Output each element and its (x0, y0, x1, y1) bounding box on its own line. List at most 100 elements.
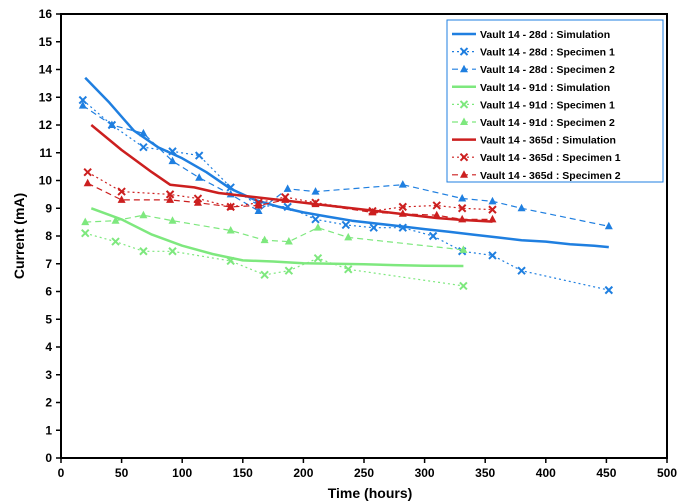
data-point (78, 95, 88, 105)
y-axis-title: Current (mA) (11, 193, 27, 279)
legend-marker (459, 100, 469, 109)
data-point (139, 128, 148, 137)
data-point (81, 217, 90, 226)
data-point (458, 194, 467, 202)
data-point (139, 210, 148, 219)
legend-item: Vault 14 - 28d : Specimen 2 (452, 64, 615, 76)
data-point (284, 237, 293, 245)
data-point (517, 203, 526, 212)
marker-stroke (398, 202, 407, 212)
marker-stroke (517, 266, 526, 275)
legend-marker (459, 152, 469, 162)
data-point (117, 187, 126, 196)
data-point (168, 216, 177, 224)
marker-stroke (81, 229, 90, 238)
data-point (226, 183, 235, 192)
marker-stroke (428, 231, 438, 241)
data-point (260, 270, 269, 280)
legend-item: Vault 14 - 365d : Simulation (452, 135, 616, 147)
legend-marker (460, 64, 468, 73)
legend-item: Vault 14 - 91d : Specimen 2 (452, 117, 615, 129)
data-point (432, 201, 441, 210)
data-point (193, 198, 202, 206)
data-point (488, 214, 497, 223)
x-axis: 0 50 100 150 200 250 300 350 400 450 500 (58, 458, 677, 480)
marker-stroke (83, 167, 92, 177)
data-point (168, 156, 177, 165)
data-point (368, 207, 377, 216)
y-tick-label: 2 (45, 396, 52, 410)
legend-marker (460, 117, 468, 125)
series-line (85, 232, 464, 287)
x-tick-label: 200 (293, 466, 313, 480)
data-point (459, 281, 468, 291)
marker-stroke (459, 47, 469, 56)
y-tick-label: 7 (45, 257, 52, 271)
data-point (369, 223, 378, 232)
x-tick-label: 300 (415, 466, 435, 480)
x-tick-label: 50 (115, 466, 129, 480)
y-tick-label: 13 (39, 90, 53, 104)
data-point (226, 225, 235, 234)
marker-stroke (432, 201, 441, 210)
marker-stroke (168, 147, 177, 156)
marker-stroke (457, 204, 467, 213)
marker-stroke (139, 142, 148, 152)
data-point (168, 247, 177, 256)
marker-stroke (369, 223, 378, 232)
y-tick-label: 3 (45, 368, 52, 382)
x-tick-label: 500 (657, 466, 677, 480)
data-point (139, 142, 148, 152)
legend-marker (459, 47, 469, 56)
x-tick-label: 150 (233, 466, 253, 480)
data-point (398, 180, 407, 188)
marker-stroke (488, 251, 497, 260)
legend-item: Vault 14 - 28d : Simulation (452, 29, 610, 41)
marker-stroke (168, 247, 177, 256)
x-tick-label: 400 (536, 466, 556, 480)
y-tick-label: 6 (45, 285, 52, 299)
legend-label: Vault 14 - 28d : Simulation (480, 29, 610, 41)
data-point (432, 210, 441, 219)
data-point (311, 187, 320, 195)
y-tick-label: 4 (45, 340, 52, 354)
legend-item: Vault 14 - 365d : Specimen 2 (452, 170, 621, 182)
marker-stroke (459, 281, 468, 291)
marker-stroke (226, 183, 235, 192)
legend-item: Vault 14 - 91d : Specimen 1 (452, 99, 615, 111)
x-axis-title: Time (hours) (328, 485, 413, 501)
data-point (458, 214, 467, 223)
data-point (78, 101, 87, 109)
series-3 (90, 207, 464, 268)
data-point (226, 202, 235, 210)
data-point (283, 184, 292, 192)
marker-stroke (139, 247, 148, 256)
legend-label: Vault 14 - 365d : Specimen 1 (480, 152, 621, 164)
legend: Vault 14 - 28d : Simulation Vault 14 - 28… (446, 19, 664, 183)
series-7 (83, 167, 497, 216)
marker-stroke (78, 95, 88, 105)
marker-stroke (459, 100, 469, 109)
legend-label: Vault 14 - 91d : Specimen 1 (480, 99, 615, 111)
x-tick-label: 350 (475, 466, 495, 480)
y-tick-label: 1 (45, 423, 52, 437)
marker-stroke (194, 151, 204, 160)
data-point (311, 199, 320, 208)
legend-label: Vault 14 - 91d : Simulation (480, 82, 610, 94)
y-tick-label: 5 (45, 312, 52, 326)
marker-stroke (459, 152, 469, 162)
data-point (284, 266, 294, 275)
legend-label: Vault 14 - 28d : Specimen 1 (480, 47, 615, 59)
legend-label: Vault 14 - 28d : Specimen 2 (480, 64, 615, 76)
data-point (604, 285, 614, 295)
data-point (281, 195, 290, 203)
series-line (85, 214, 464, 251)
marker-stroke (604, 285, 614, 295)
data-point (111, 237, 120, 246)
marker-stroke (313, 253, 323, 263)
data-point (139, 247, 148, 256)
marker-stroke (344, 265, 353, 274)
data-point (344, 232, 353, 241)
